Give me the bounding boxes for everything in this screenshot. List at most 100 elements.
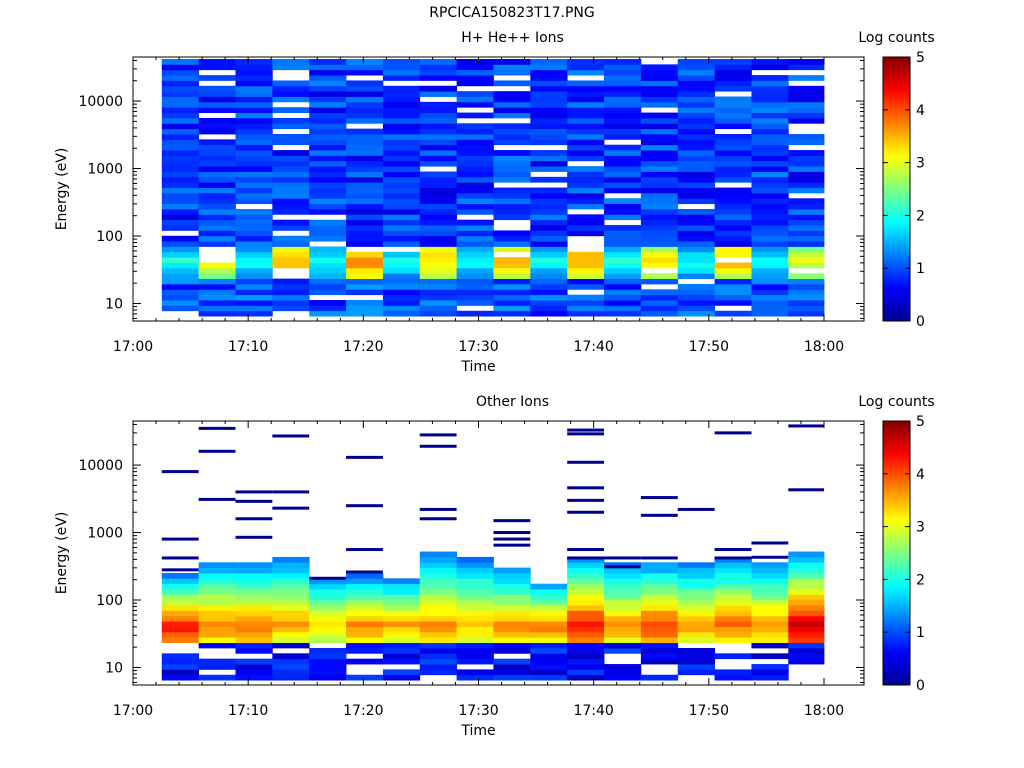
spectrogram-cell (272, 64, 310, 71)
spectrogram-cell (714, 171, 752, 178)
spectrogram-cell (456, 251, 494, 258)
spectrogram-cell (788, 203, 825, 210)
spectrogram-cell (567, 230, 605, 237)
spectrogram-cell (456, 96, 494, 103)
spectrogram-cell (161, 246, 200, 253)
spectrogram-cell (567, 91, 605, 97)
spectrogram-cell (640, 85, 679, 92)
spectrogram-cell (235, 637, 273, 644)
spectrogram-cell (788, 294, 825, 301)
spectrogram-cell (272, 589, 310, 595)
spectrogram-cell (530, 273, 568, 280)
x-tick-label: 17:10 (228, 703, 268, 719)
spectrogram-cell (751, 283, 789, 290)
spectrogram-cell (567, 214, 605, 221)
spectrogram-cell (346, 101, 384, 108)
spectrogram-cell (751, 583, 789, 590)
spectrogram-cell (604, 64, 642, 71)
spectrogram-cell (751, 144, 789, 151)
spectrogram-cell (714, 117, 752, 124)
spectrogram-cell (493, 91, 531, 97)
spectrogram-cell (198, 637, 236, 644)
spectrogram-cell (604, 664, 642, 670)
spectrogram-cell (530, 664, 568, 670)
x-tick-label: 17:00 (113, 703, 153, 719)
spectrogram-cell (346, 615, 384, 622)
spectrogram-cell (309, 150, 347, 156)
spectrogram-cell (309, 144, 347, 151)
spectrogram-cell (567, 626, 605, 633)
spectrogram-cell (493, 267, 531, 274)
spectrogram-cell (456, 64, 494, 71)
spectrogram-cell (161, 150, 200, 156)
spectrogram-cell (309, 166, 347, 172)
spectrogram-cell (567, 176, 605, 183)
spectrogram-cell (788, 610, 825, 617)
sparse-count-line (346, 570, 383, 574)
spectrogram-cell (714, 219, 752, 226)
spectrogram-cell (235, 246, 273, 253)
spectrogram-cell (161, 69, 200, 76)
spectrogram-cell (272, 150, 310, 156)
spectrogram-cell (272, 198, 310, 205)
spectrogram-cell (382, 273, 421, 280)
spectrogram-cell (604, 674, 642, 681)
spectrogram-cell (346, 166, 384, 172)
spectrogram-cell (714, 578, 752, 585)
spectrogram-cell (419, 305, 458, 312)
spectrogram-cell (198, 107, 236, 113)
sparse-count-line (161, 556, 199, 560)
spectrogram-cell (161, 96, 200, 103)
spectrogram-cell (346, 278, 384, 285)
spectrogram-cell (309, 300, 347, 306)
spectrogram-cell (604, 621, 642, 627)
spectrogram-cell (530, 198, 568, 205)
spectrogram-cell (604, 235, 642, 242)
spectrogram-cell (714, 155, 752, 162)
spectrogram-cell (198, 187, 236, 194)
spectrogram-cell (530, 621, 568, 627)
spectrogram-cell (161, 599, 200, 606)
spectrogram-cell (714, 101, 752, 108)
spectrogram-cell (272, 658, 310, 665)
sparse-count-line (677, 507, 715, 511)
spectrogram-cell (382, 251, 421, 258)
spectrogram-cell (788, 182, 825, 188)
spectrogram-cell (198, 64, 236, 71)
spectrogram-cell (567, 589, 605, 595)
spectrogram-cell (567, 117, 605, 124)
spectrogram-cell (346, 144, 384, 151)
spectrogram-cell (272, 621, 310, 627)
spectrogram-cell (788, 208, 825, 215)
spectrogram-cell (272, 123, 310, 130)
spectrogram-cell (419, 567, 458, 574)
spectrogram-cell (677, 283, 715, 290)
spectrogram-cell (677, 123, 715, 130)
spectrogram-cell (161, 80, 200, 87)
spectrogram-cell (456, 300, 494, 306)
spectrogram-cell (419, 139, 458, 146)
spectrogram-cell (640, 583, 679, 590)
x-tick-label: 18:00 (804, 339, 844, 355)
spectrogram-cell (640, 166, 679, 172)
spectrogram-cell (751, 176, 789, 183)
spectrogram-cell (309, 626, 347, 633)
spectrogram-cell (604, 150, 642, 156)
spectrogram-cell (272, 166, 310, 172)
spectrogram-cell (198, 589, 236, 595)
spectrogram-cell (346, 198, 384, 205)
spectrogram-cell (161, 300, 200, 306)
spectrogram-cell (640, 155, 679, 162)
spectrogram-cell (272, 594, 310, 601)
spectrogram-cell (530, 117, 568, 124)
spectrogram-cell (788, 556, 825, 563)
spectrogram-cell (493, 626, 531, 633)
spectrogram-cell (419, 300, 458, 306)
sparse-count-line (346, 455, 383, 459)
spectrogram-cell (640, 91, 679, 97)
spectrogram-cell (751, 289, 789, 296)
spectrogram-cell (567, 631, 605, 638)
spectrogram-cell (567, 187, 605, 194)
spectrogram-cell (346, 283, 384, 290)
spectrogram-cell (751, 219, 789, 226)
